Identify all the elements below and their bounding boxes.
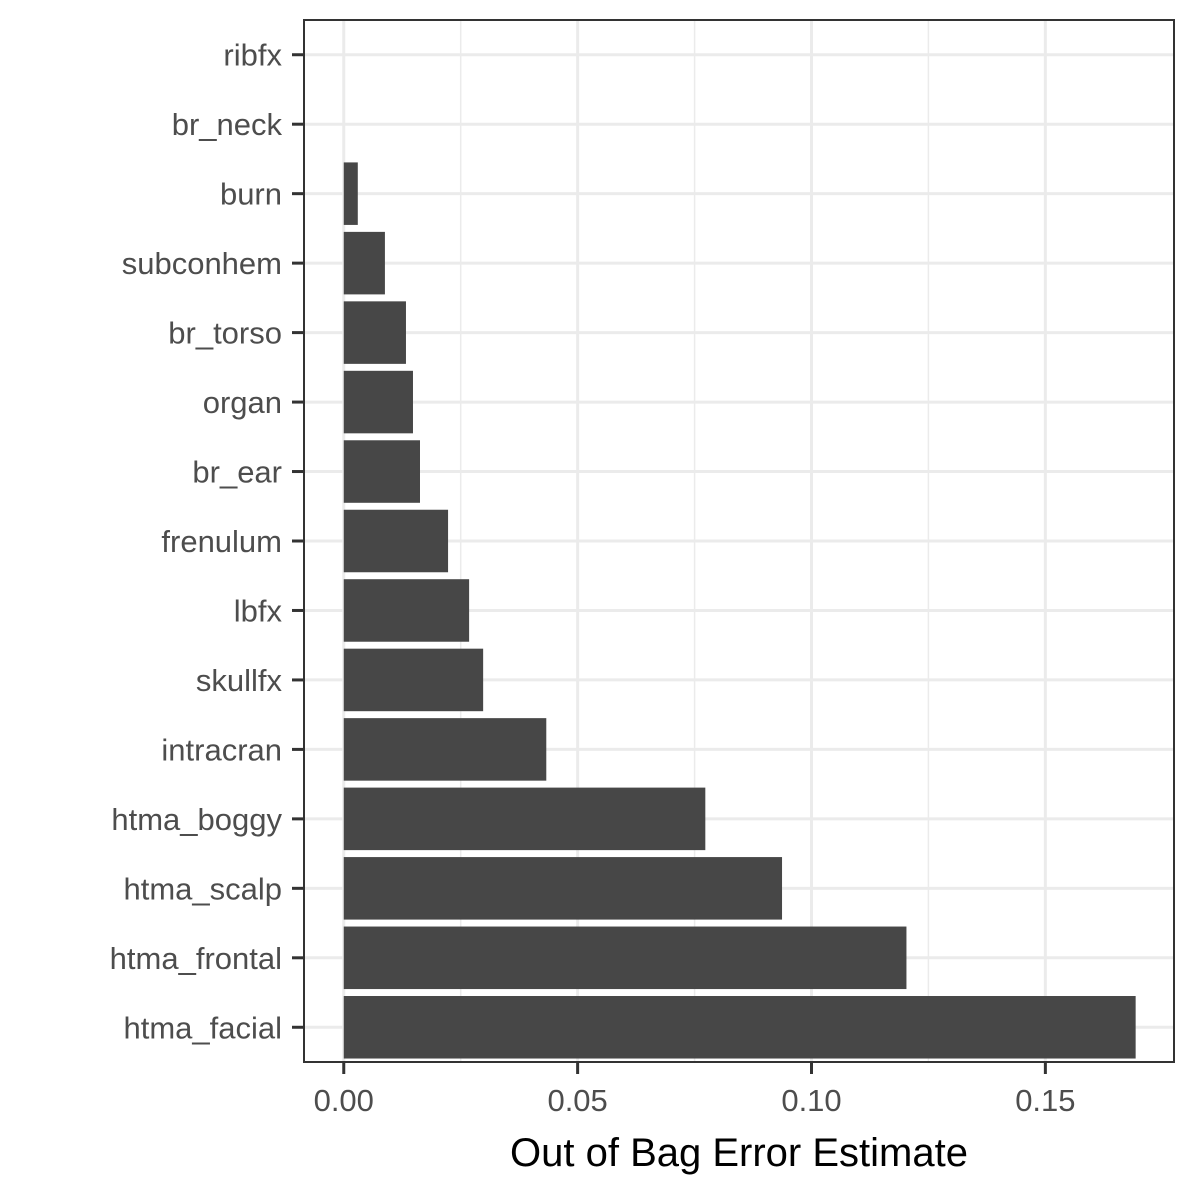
bar-intracran [343, 718, 547, 781]
bar-htma_boggy [343, 787, 706, 851]
bar-htma_facial [343, 996, 1136, 1059]
bar-skullfx [343, 648, 484, 712]
y-tick-label: ribfx [223, 38, 282, 73]
y-tick-label: br_neck [172, 107, 283, 142]
x-tick-label: 0.15 [1015, 1083, 1075, 1118]
y-tick-label: intracran [161, 732, 282, 767]
bar-lbfx [343, 579, 470, 642]
bar-htma_scalp [343, 857, 783, 920]
y-tick-label: organ [203, 385, 282, 420]
x-tick-label: 0.00 [314, 1083, 374, 1118]
x-axis: 0.00 0.05 0.10 0.15 [314, 1062, 1076, 1118]
x-tick-label: 0.05 [547, 1083, 607, 1118]
bar-br_torso [343, 301, 406, 364]
bar-htma_frontal [343, 926, 907, 990]
bar-br_ear [343, 440, 420, 503]
y-tick-label: htma_facial [123, 1010, 282, 1045]
y-tick-label: burn [220, 177, 282, 212]
y-tick-label: br_ear [192, 455, 282, 490]
y-tick-label: br_torso [168, 316, 282, 351]
bar-subconhem [343, 231, 385, 295]
bar-organ [343, 370, 413, 434]
bars [343, 162, 1136, 1059]
x-axis-title: Out of Bag Error Estimate [510, 1131, 968, 1175]
bar-burn [343, 162, 358, 225]
y-tick-label: skullfx [196, 663, 283, 698]
y-tick-label: lbfx [234, 593, 283, 628]
y-tick-label: htma_frontal [110, 941, 282, 976]
y-tick-label: frenulum [161, 524, 282, 559]
y-tick-label: subconhem [122, 246, 282, 281]
bar-frenulum [343, 509, 449, 573]
x-tick-label: 0.10 [781, 1083, 841, 1118]
y-tick-label: htma_scalp [123, 871, 282, 906]
y-tick-label: htma_boggy [111, 802, 282, 837]
